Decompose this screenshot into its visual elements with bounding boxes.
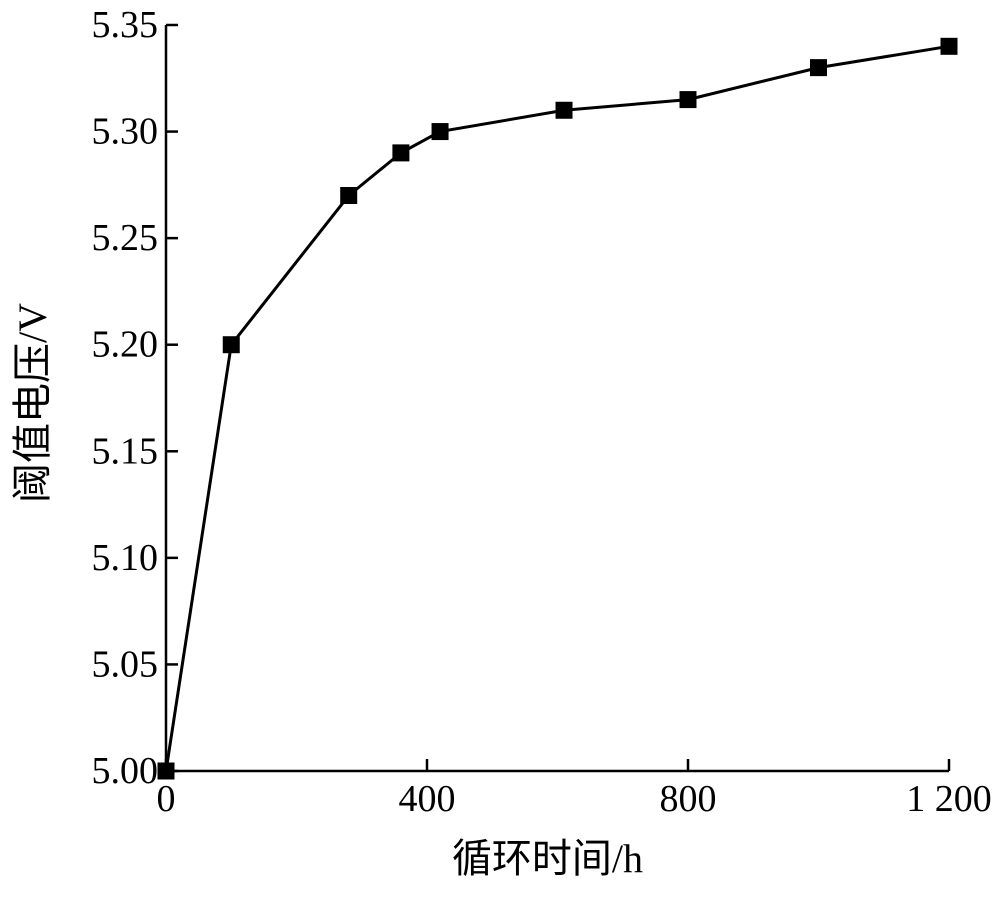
x-tick-label: 400 [399,778,456,820]
x-axis-title: 循环时间/h [452,836,643,881]
data-point-marker [810,59,827,77]
y-tick-label: 5.20 [92,324,159,366]
data-point-marker [555,101,573,119]
series-line [164,44,950,772]
data-point-marker [222,336,240,354]
x-tick-label: 800 [660,778,717,820]
y-tick-label: 5.35 [92,4,159,46]
y-tick-label: 5.25 [92,217,159,259]
y-tick-label: 5.00 [92,750,159,792]
x-tick-label: 1 200 [906,778,992,820]
y-tick-label: 5.10 [92,537,159,579]
axes [164,25,949,773]
x-axis-ticks: 0 400 800 1 200 [157,759,992,820]
data-point-marker [157,762,175,780]
y-axis-title: 阈值电压/V [10,303,55,503]
y-tick-label: 5.05 [92,643,159,685]
data-point-marker [340,187,358,205]
x-tick-label: 0 [157,778,176,820]
series-group [157,37,958,780]
y-axis-ticks: 5.00 5.05 5.10 5.15 5.20 5.25 5.30 5.35 [92,4,178,792]
data-point-marker [679,91,697,109]
data-point-marker [940,37,958,55]
data-point-marker [431,123,449,141]
data-point-marker [392,144,410,162]
y-tick-label: 5.30 [92,111,159,153]
y-tick-label: 5.15 [92,430,159,472]
